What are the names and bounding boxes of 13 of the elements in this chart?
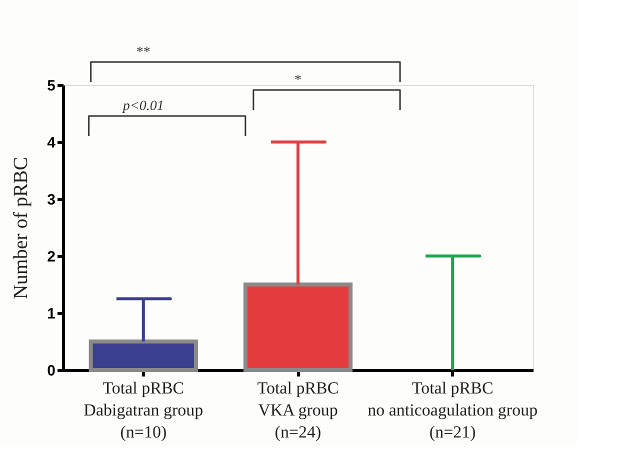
y-tick-label: 2 (47, 248, 56, 266)
y-tick-label: 5 (47, 78, 56, 94)
annotation: p<0.01 (122, 99, 164, 114)
y-tick-label: 4 (47, 134, 56, 152)
y-axis-title: Number of pRBC (10, 156, 32, 300)
annotation: * (294, 73, 302, 88)
x-tick-label: Total pRBC Dabigatran group (n=10) (84, 378, 204, 442)
x-tick-label: Total pRBC no anticoagulation group (n=21) (368, 378, 538, 442)
x-tick-label: Total pRBC VKA group (n=24) (257, 378, 339, 442)
y-tick-label: 0 (47, 362, 56, 380)
y-tick-label: 3 (47, 192, 56, 208)
y-tick-label: 1 (47, 306, 56, 322)
text: ** (136, 45, 150, 60)
